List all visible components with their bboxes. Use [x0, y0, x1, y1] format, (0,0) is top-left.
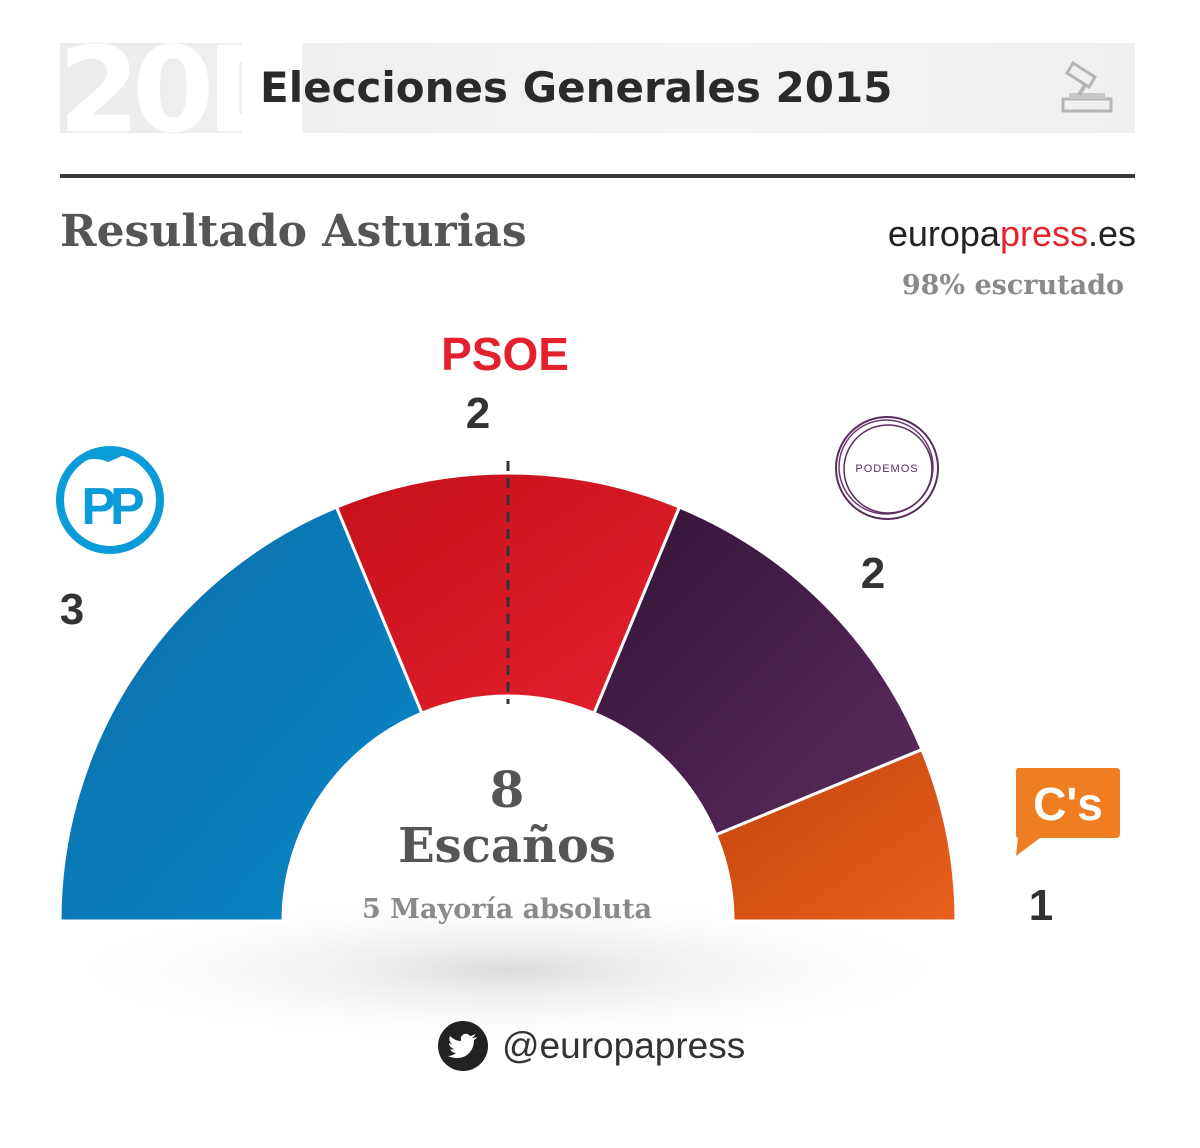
page-title: Elecciones Generales 2015	[260, 63, 893, 112]
slice-pp	[58, 505, 424, 923]
twitter-handle[interactable]: @europapress	[502, 1025, 746, 1066]
slice-podemos	[592, 505, 924, 837]
chart-slices	[58, 471, 958, 923]
seat-label-cs: 1	[1029, 881, 1053, 930]
slice-psoe	[334, 471, 682, 716]
brand-suffix: .es	[1087, 213, 1136, 254]
seat-label-podemos: 2	[861, 549, 885, 598]
pp-logo-text: PP	[81, 478, 143, 536]
banner-divider	[242, 43, 302, 133]
twitter-icon[interactable]	[438, 1021, 488, 1071]
slice-cs	[713, 747, 958, 923]
total-seats-caption: Escaños	[398, 818, 616, 874]
chart-shadow	[38, 890, 978, 1050]
footer: @europapress	[438, 1020, 745, 1072]
header-banner: 20D Elecciones Generales 2015	[60, 43, 1135, 133]
pp-logo: PP	[56, 446, 164, 554]
seat-label-pp: 3	[60, 585, 84, 634]
cs-logo: C's	[1016, 768, 1120, 856]
region-title: Resultado Asturias	[60, 206, 527, 257]
majority-label: 5 Mayoría absoluta	[362, 894, 652, 925]
header-rule	[60, 174, 1135, 178]
scrutiny-status: 98% escrutado	[901, 270, 1124, 301]
brand-highlight: press	[999, 213, 1088, 254]
brand-prefix: europa	[887, 213, 1000, 254]
psoe-logo: PSOE	[441, 328, 569, 380]
ballot-box-icon	[1061, 60, 1113, 113]
seat-label-psoe: 2	[466, 389, 490, 438]
total-seats-value: 8	[490, 760, 525, 819]
cs-logo-text: C's	[1033, 778, 1103, 830]
brand-logo: europapress.es	[888, 212, 1136, 256]
podemos-logo: PODEMOS	[835, 416, 939, 520]
podemos-logo-text: PODEMOS	[855, 463, 918, 475]
